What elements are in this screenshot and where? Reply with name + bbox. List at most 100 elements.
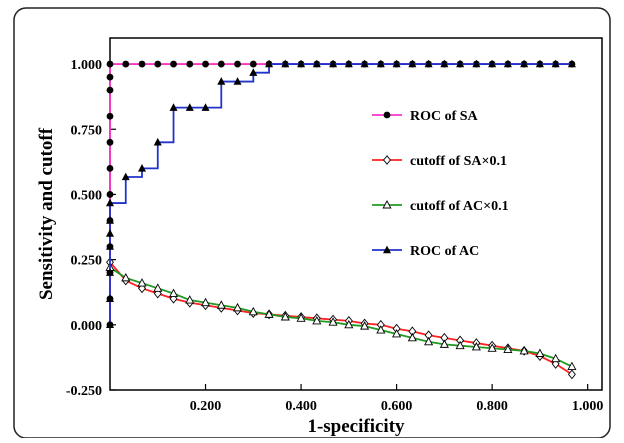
data-point [106, 191, 114, 198]
data-point [138, 163, 147, 172]
data-point [471, 342, 481, 351]
data-point [153, 137, 162, 146]
data-point [106, 216, 114, 224]
data-point [424, 59, 433, 68]
data-point [567, 369, 576, 380]
data-point [106, 138, 114, 146]
x-tick-label: 1.000 [572, 399, 604, 414]
data-point [169, 103, 178, 111]
legend-item-roc-of-ac: ROC of AC [372, 244, 479, 259]
data-point [106, 268, 114, 276]
x-tick-label: 0.400 [285, 399, 317, 414]
data-point [200, 297, 211, 307]
data-point [106, 242, 114, 250]
data-point [392, 59, 401, 68]
data-point [106, 229, 114, 237]
x-tick-label: 0.600 [381, 399, 413, 414]
y-tick-label: 1.000 [71, 58, 103, 73]
data-point [168, 288, 179, 297]
data-point [106, 164, 114, 172]
data-point [233, 77, 242, 85]
data-point [121, 172, 130, 181]
data-point [202, 60, 209, 68]
data-point [392, 328, 402, 338]
data-point [456, 59, 465, 68]
data-point [153, 283, 163, 292]
data-point [503, 344, 513, 354]
data-point [344, 59, 353, 68]
data-point [567, 361, 577, 370]
data-point [297, 59, 306, 68]
data-point [472, 59, 481, 68]
data-point [328, 317, 338, 326]
data-point [296, 313, 306, 322]
legend-marker [383, 111, 391, 119]
data-point [567, 59, 576, 68]
legend: ROC of SA cutoff of SA×0.1 cutoff of AC×0.… [372, 109, 509, 259]
series-layer [105, 59, 577, 380]
legend-label: cutoff of SA×0.1 [410, 154, 507, 169]
data-point [440, 59, 449, 68]
data-point [264, 309, 274, 318]
data-point [106, 60, 114, 68]
data-point [551, 353, 561, 363]
legend-item-cutoff-of-sa-0-1: cutoff of SA×0.1 [372, 154, 507, 169]
data-point [217, 60, 225, 68]
y-tick-label: 0.750 [71, 123, 103, 138]
y-tick-label: 0.000 [71, 319, 103, 334]
data-point [376, 325, 386, 334]
data-point [360, 321, 370, 330]
data-point [106, 112, 114, 120]
data-point [551, 59, 560, 68]
y-tick-label: 0.250 [71, 254, 103, 269]
data-point [106, 73, 114, 81]
data-point [407, 332, 417, 342]
data-point [503, 59, 512, 68]
data-point [520, 59, 529, 68]
data-point [217, 77, 226, 85]
y-tick-label: -0.250 [66, 384, 102, 399]
legend-marker [383, 245, 391, 254]
data-point [535, 348, 545, 357]
data-point [122, 60, 130, 68]
data-point [185, 103, 194, 111]
series-roc-of-ac [106, 59, 576, 329]
data-point [249, 68, 258, 76]
data-point [360, 59, 369, 68]
data-point [535, 59, 544, 68]
data-point [280, 312, 290, 321]
plot-area [109, 37, 603, 391]
data-point [312, 59, 321, 68]
data-point [344, 319, 354, 329]
data-point [408, 59, 417, 68]
x-axis-label: 1-specificity [307, 416, 405, 437]
data-point [154, 60, 162, 68]
x-axis: 0.200 0.400 0.600 0.800 1.000 [190, 384, 604, 414]
data-point [265, 59, 274, 68]
legend-marker [382, 200, 392, 209]
legend-item-cutoff-of-ac-0-1: cutoff of AC×0.1 [372, 199, 509, 214]
data-point [376, 59, 385, 68]
y-axis-label: Sensitivity and cutoff [36, 127, 57, 300]
data-point [455, 340, 465, 350]
data-point [106, 294, 114, 302]
data-point [185, 295, 195, 304]
data-point [281, 59, 290, 68]
data-point [329, 59, 338, 68]
data-point [106, 86, 114, 94]
data-point [234, 60, 241, 68]
data-point [488, 59, 497, 68]
data-point [170, 60, 177, 68]
data-point [248, 306, 258, 316]
data-point [137, 278, 147, 287]
x-tick-label: 0.800 [476, 399, 508, 414]
x-tick-label: 0.200 [190, 399, 222, 414]
data-point [106, 320, 114, 329]
data-point [312, 315, 322, 325]
data-point [201, 103, 210, 111]
data-point [232, 302, 243, 312]
data-point [186, 60, 194, 68]
y-tick-label: 0.500 [71, 188, 103, 203]
